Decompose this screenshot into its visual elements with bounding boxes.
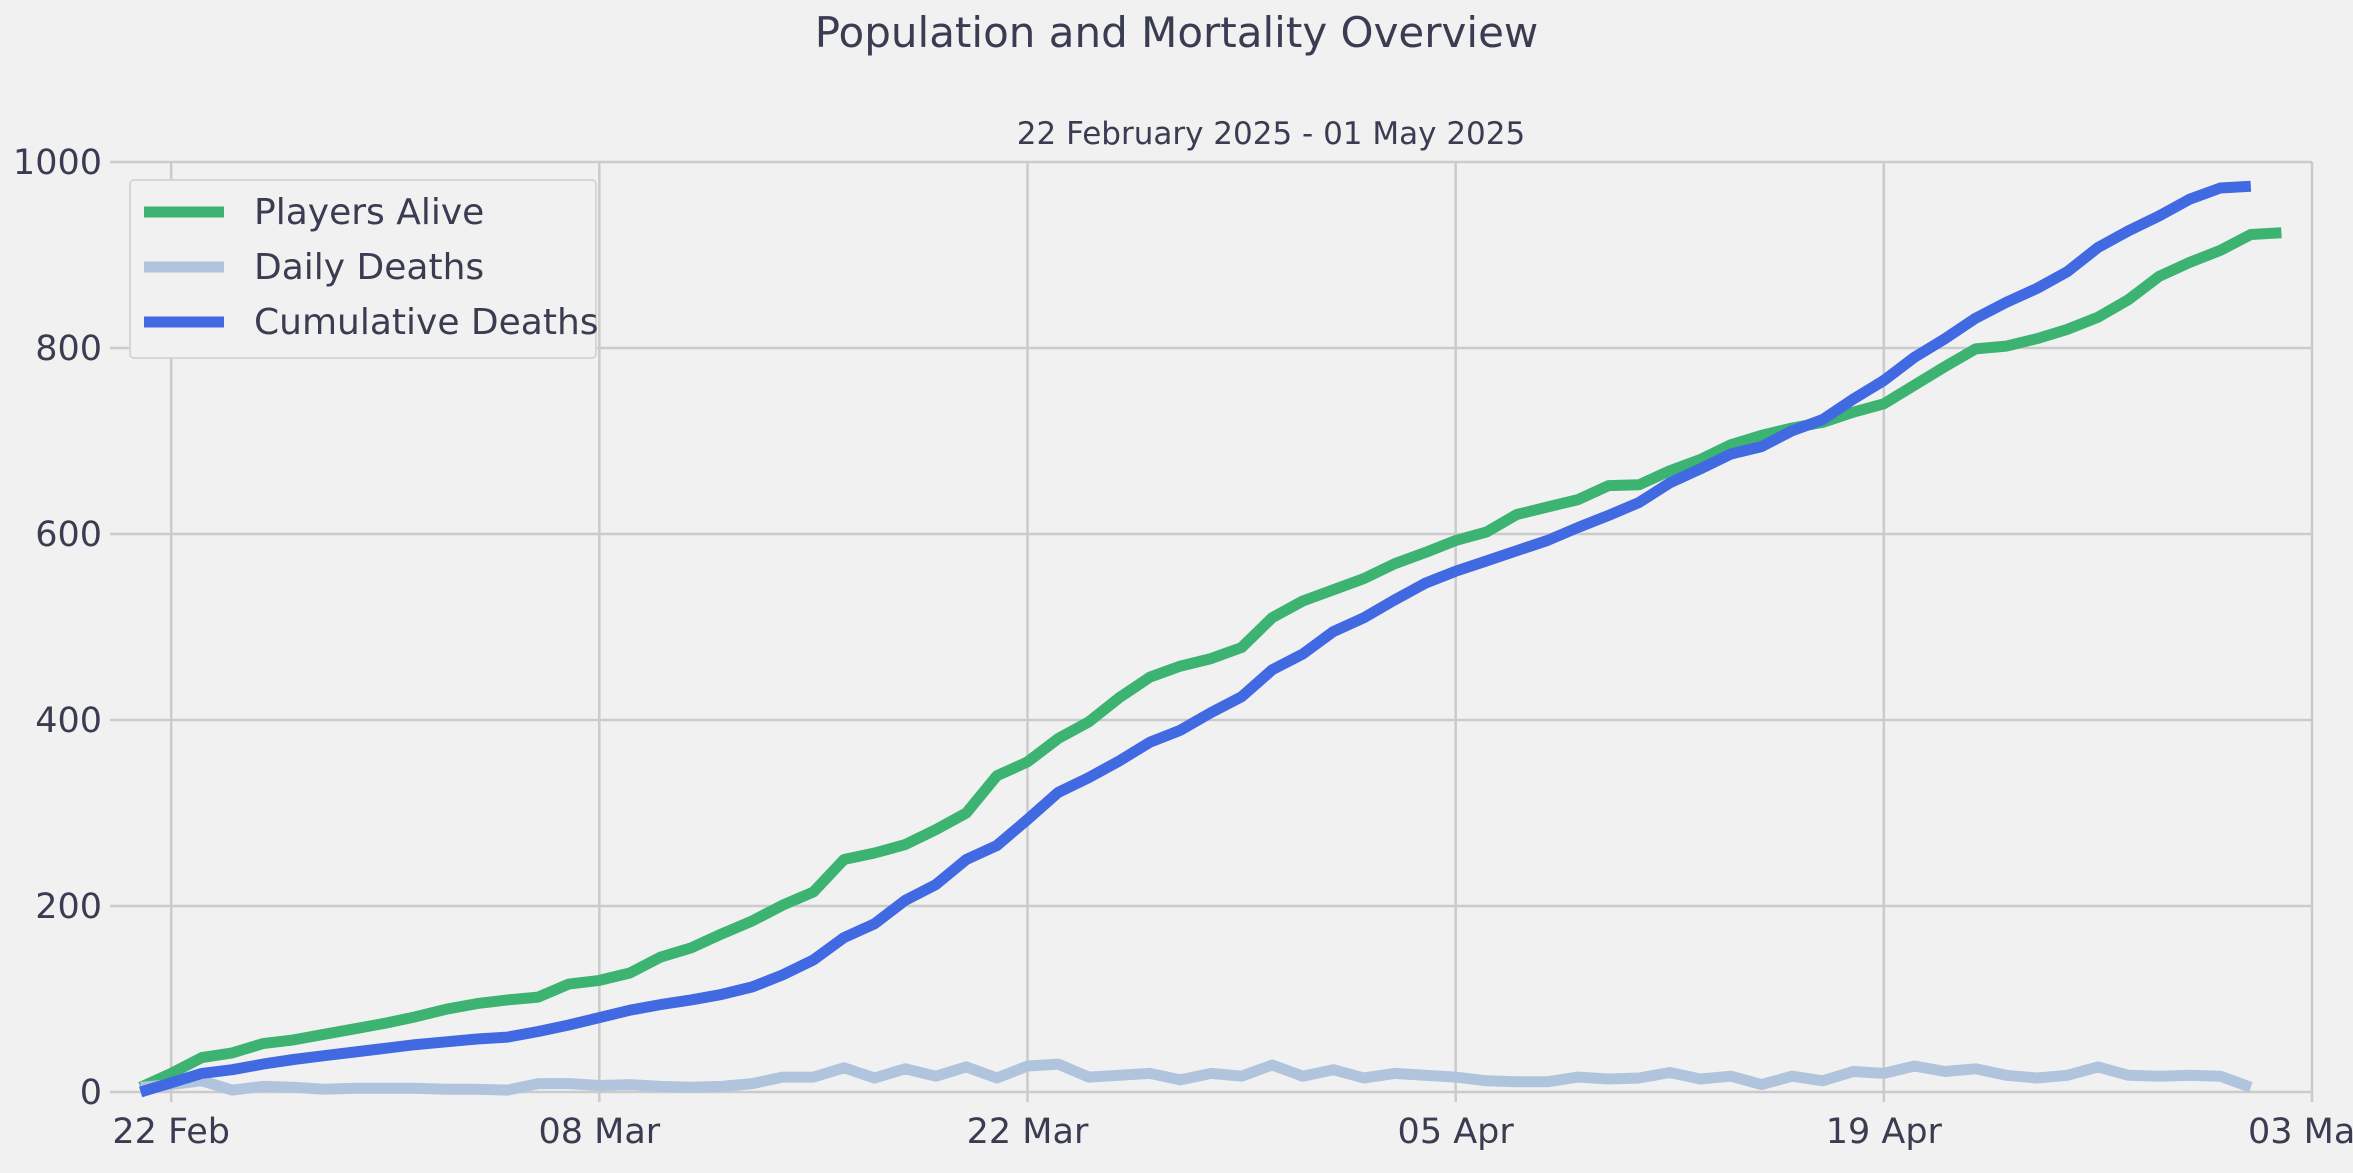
legend-label-players-alive: Players Alive [254, 192, 484, 233]
x-tick-label: 22 Feb [112, 1112, 230, 1152]
x-tick-label: 03 May [2248, 1112, 2353, 1152]
legend-label-daily-deaths: Daily Deaths [254, 247, 484, 288]
chart-subtitle: 22 February 2025 - 01 May 2025 [1017, 116, 1525, 152]
y-tick-label: 400 [35, 701, 102, 741]
legend-label-cumulative-deaths: Cumulative Deaths [254, 302, 599, 343]
x-tick-label: 08 Mar [538, 1112, 660, 1152]
y-tick-label: 1000 [13, 143, 102, 183]
y-tick-label: 0 [80, 1073, 102, 1113]
x-tick-label: 05 Apr [1398, 1112, 1515, 1152]
series-line-cumulative-deaths [139, 180, 2252, 1098]
y-tick-label: 600 [35, 515, 102, 555]
x-tick-label: 19 Apr [1826, 1112, 1943, 1152]
y-tick-label: 200 [35, 887, 102, 927]
series-line-players-alive [138, 227, 2282, 1093]
legend-box [129, 179, 597, 359]
y-tick-label: 800 [35, 329, 102, 369]
chart-title: Population and Mortality Overview [814, 8, 1539, 57]
x-tick-label: 22 Mar [967, 1112, 1089, 1152]
series-line-daily-deaths [140, 1058, 2253, 1096]
